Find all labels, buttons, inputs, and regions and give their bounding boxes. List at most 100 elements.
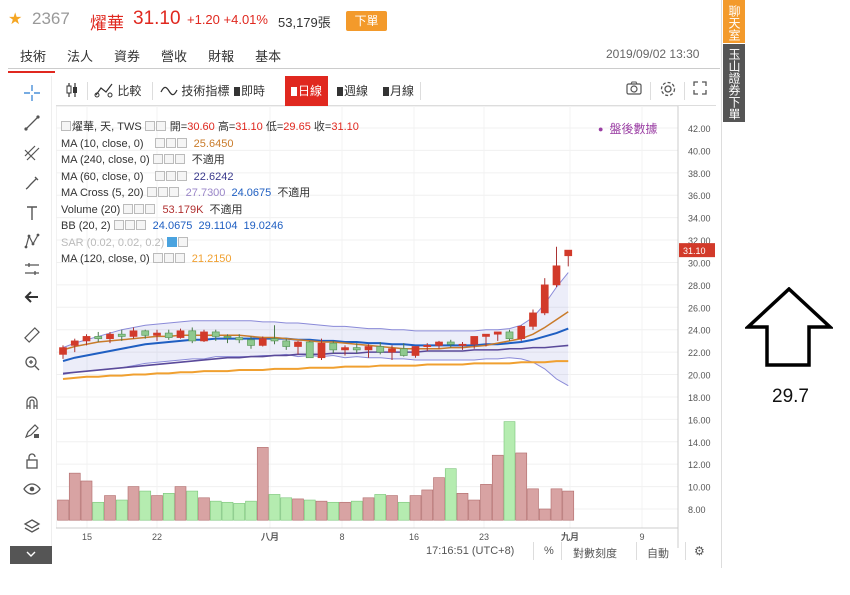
candle (117, 333, 126, 337)
last-price-label: 31.10 (683, 246, 706, 256)
volume-bar (397, 501, 410, 521)
broker-order-tab[interactable]: 玉山證券下單 (723, 44, 745, 122)
y-tick-label: 22.00 (688, 348, 711, 358)
fullscreen-icon[interactable] (689, 80, 711, 102)
candle (258, 338, 267, 346)
auto-scale-toggle[interactable]: 自動 (647, 548, 669, 560)
interval-weekly[interactable]: 週線 (337, 76, 368, 106)
up-arrow-icon (745, 287, 833, 367)
legend-row-sar: SAR (0.02, 0.02, 0.2) (61, 235, 359, 252)
interval-realtime[interactable]: 即時 (234, 76, 265, 106)
volume-bar (139, 490, 152, 521)
brush-icon[interactable] (22, 174, 42, 194)
y-tick-label: 40.00 (688, 146, 711, 156)
trend-line-icon[interactable] (22, 114, 42, 134)
volume-bar (68, 472, 81, 521)
pencil-lock-icon[interactable] (22, 422, 42, 442)
candle (317, 342, 326, 359)
candle (176, 330, 185, 338)
eye-icon[interactable] (22, 480, 42, 500)
tab-technical[interactable]: 技術 (8, 46, 56, 73)
order-button[interactable]: 下單 (346, 11, 387, 31)
volume-bar (515, 452, 528, 521)
y-tick-label: 24.00 (688, 326, 711, 336)
volume-bar (491, 454, 504, 521)
legend-row-ma10: MA (10, close, 0) 25.6450 (61, 137, 234, 150)
tab-institutional[interactable]: 法人 (67, 49, 94, 64)
chart-toolbar: 比較 技術指標 即時 日線 週線 月線 (56, 76, 716, 106)
bottom-gear-icon[interactable]: ⚙ (694, 544, 705, 558)
camera-icon[interactable] (623, 80, 645, 102)
ruler-icon[interactable] (22, 326, 42, 346)
volume-bar (233, 503, 246, 521)
volume-bar (151, 495, 163, 521)
candle (540, 284, 549, 314)
candle (188, 330, 197, 342)
legend-row-volume: Volume (20) 53.179K 不適用 (61, 203, 243, 216)
chart-legend: 燿華, 天, TWS 開=30.60 高=31.10 低=29.65 收=31.… (61, 119, 359, 268)
chat-room-tab[interactable]: 聊天室 (723, 0, 745, 43)
candle (223, 336, 232, 338)
candle (352, 347, 361, 351)
compare-icon (94, 83, 113, 98)
candle (200, 331, 208, 342)
y-tick-label: 28.00 (688, 281, 711, 291)
percent-toggle[interactable]: % (544, 545, 554, 557)
crosshair-icon[interactable] (22, 84, 42, 104)
compare-button[interactable]: 比較 (94, 76, 141, 106)
legend-row-macross: MA Cross (5, 20) 27.7300 24.0675 不適用 (61, 187, 311, 199)
candle (305, 341, 314, 359)
interval-monthly[interactable]: 月線 (383, 76, 414, 106)
candle (552, 265, 561, 286)
candle (458, 343, 467, 346)
star-icon[interactable]: ★ (8, 11, 23, 28)
volume-bar (280, 497, 293, 521)
volume-bar (503, 421, 516, 521)
y-tick-label: 10.00 (688, 483, 711, 493)
zoom-in-icon[interactable] (22, 354, 42, 374)
measure-tool-icon[interactable] (22, 260, 42, 280)
tab-margin[interactable]: 資券 (114, 49, 141, 64)
candle-type-icon[interactable] (64, 76, 80, 106)
stock-price: 31.10 (133, 8, 181, 29)
volume-bar (362, 497, 375, 521)
volume-bar (327, 501, 340, 521)
y-tick-label: 34.00 (688, 214, 711, 224)
bollinger-band-fill (63, 272, 569, 386)
indicators-button[interactable]: 技術指標 (160, 76, 229, 106)
candle (376, 346, 385, 353)
text-tool-icon[interactable] (22, 204, 42, 224)
tab-revenue[interactable]: 營收 (161, 49, 188, 64)
compare-label: 比較 (117, 84, 142, 98)
candle (247, 339, 255, 346)
volume-bar (315, 500, 328, 521)
candle (411, 346, 420, 356)
volume-bar (456, 493, 469, 521)
fib-tool-icon[interactable] (22, 144, 42, 164)
tab-financials[interactable]: 財報 (208, 49, 235, 64)
volume-bar (268, 494, 281, 521)
log-scale-toggle[interactable]: 對數刻度 (573, 548, 617, 560)
volume-bar (350, 500, 363, 521)
price-change: +1.20 +4.01% (187, 12, 268, 27)
volume-bar (186, 490, 199, 521)
y-tick-label: 20.00 (688, 371, 711, 381)
unlock-icon[interactable] (22, 452, 42, 472)
toolbar-collapse-bar[interactable] (10, 546, 52, 564)
interval-daily[interactable]: 日線 (285, 76, 329, 106)
volume-bar (92, 501, 105, 521)
volume-bar (174, 486, 187, 521)
layers-icon[interactable] (22, 518, 42, 538)
candle (129, 330, 138, 337)
magnet-icon[interactable] (22, 394, 42, 414)
candle (106, 333, 114, 340)
volume-bar (198, 497, 210, 521)
candle (235, 337, 244, 341)
pattern-tool-icon[interactable] (22, 232, 42, 252)
ma60-line (62, 344, 569, 375)
settings-gear-icon[interactable] (657, 80, 679, 102)
back-arrow-icon[interactable] (22, 288, 42, 308)
volume-bar (444, 468, 457, 521)
tab-basics[interactable]: 基本 (255, 49, 282, 64)
volume-bar (550, 488, 563, 521)
